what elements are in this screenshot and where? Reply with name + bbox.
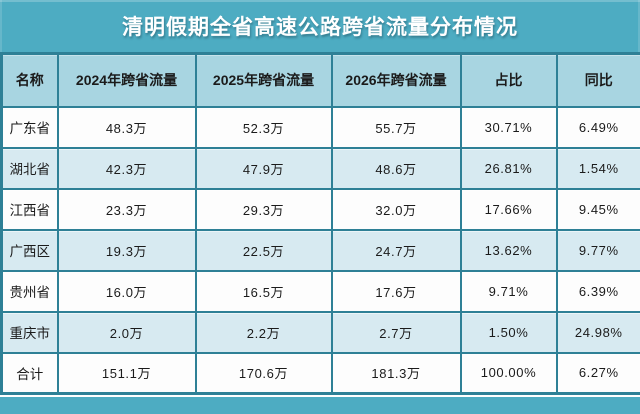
cell-name: 江西省 [0, 187, 59, 231]
cell-yoy: 6.49% [555, 105, 640, 149]
header-2026-volume: 2026年跨省流量 [330, 52, 462, 108]
cell-name: 湖北省 [0, 146, 59, 190]
cell-2025-volume: 47.9万 [194, 146, 333, 190]
cell-share: 9.71% [459, 269, 558, 313]
cell-2024-volume: 23.3万 [56, 187, 197, 231]
cell-2026-volume: 181.3万 [330, 351, 462, 395]
cell-2024-volume: 2.0万 [56, 310, 197, 354]
cell-2026-volume: 2.7万 [330, 310, 462, 354]
traffic-table-container: 名称 2024年跨省流量 2025年跨省流量 2026年跨省流量 占比 同比 广… [0, 52, 640, 395]
title-bar: 清明假期全省高速公路跨省流量分布情况 [0, 0, 640, 52]
header-name: 名称 [0, 52, 59, 108]
table-row-hubei: 湖北省 42.3万 47.9万 48.6万 26.81% 1.54% [0, 146, 640, 190]
cell-2026-volume: 32.0万 [330, 187, 462, 231]
table-header-row: 名称 2024年跨省流量 2025年跨省流量 2026年跨省流量 占比 同比 [0, 52, 640, 108]
cell-share: 1.50% [459, 310, 558, 354]
table-row-jiangxi: 江西省 23.3万 29.3万 32.0万 17.66% 9.45% [0, 187, 640, 231]
cell-share: 30.71% [459, 105, 558, 149]
cell-name: 贵州省 [0, 269, 59, 313]
cell-share: 26.81% [459, 146, 558, 190]
cell-2025-volume: 29.3万 [194, 187, 333, 231]
cell-share: 17.66% [459, 187, 558, 231]
cell-2024-volume: 42.3万 [56, 146, 197, 190]
cell-name: 广西区 [0, 228, 59, 272]
bottom-accent-bar [0, 397, 640, 414]
cell-yoy: 9.45% [555, 187, 640, 231]
cell-2026-volume: 17.6万 [330, 269, 462, 313]
cell-2024-volume: 48.3万 [56, 105, 197, 149]
traffic-table: 名称 2024年跨省流量 2025年跨省流量 2026年跨省流量 占比 同比 广… [0, 52, 640, 395]
cell-2024-volume: 151.1万 [56, 351, 197, 395]
cell-2026-volume: 55.7万 [330, 105, 462, 149]
cell-yoy: 6.27% [555, 351, 640, 395]
cell-share: 13.62% [459, 228, 558, 272]
header-yoy: 同比 [555, 52, 640, 108]
cell-name: 重庆市 [0, 310, 59, 354]
cell-2025-volume: 52.3万 [194, 105, 333, 149]
cell-yoy: 6.39% [555, 269, 640, 313]
cell-yoy: 1.54% [555, 146, 640, 190]
cell-2025-volume: 170.6万 [194, 351, 333, 395]
cell-share: 100.00% [459, 351, 558, 395]
header-share: 占比 [459, 52, 558, 108]
table-row-chongqing: 重庆市 2.0万 2.2万 2.7万 1.50% 24.98% [0, 310, 640, 354]
cell-2025-volume: 2.2万 [194, 310, 333, 354]
cell-2024-volume: 19.3万 [56, 228, 197, 272]
cell-2024-volume: 16.0万 [56, 269, 197, 313]
table-row-total: 合计 151.1万 170.6万 181.3万 100.00% 6.27% [0, 351, 640, 395]
cell-yoy: 9.77% [555, 228, 640, 272]
page-title: 清明假期全省高速公路跨省流量分布情况 [122, 16, 518, 39]
cell-2025-volume: 16.5万 [194, 269, 333, 313]
header-2025-volume: 2025年跨省流量 [194, 52, 333, 108]
cell-yoy: 24.98% [555, 310, 640, 354]
cell-2026-volume: 48.6万 [330, 146, 462, 190]
cell-name: 广东省 [0, 105, 59, 149]
cell-2025-volume: 22.5万 [194, 228, 333, 272]
table-row-guangxi: 广西区 19.3万 22.5万 24.7万 13.62% 9.77% [0, 228, 640, 272]
cell-name: 合计 [0, 351, 59, 395]
table-row-guangdong: 广东省 48.3万 52.3万 55.7万 30.71% 6.49% [0, 105, 640, 149]
header-2024-volume: 2024年跨省流量 [56, 52, 197, 108]
cell-2026-volume: 24.7万 [330, 228, 462, 272]
table-row-guizhou: 贵州省 16.0万 16.5万 17.6万 9.71% 6.39% [0, 269, 640, 313]
